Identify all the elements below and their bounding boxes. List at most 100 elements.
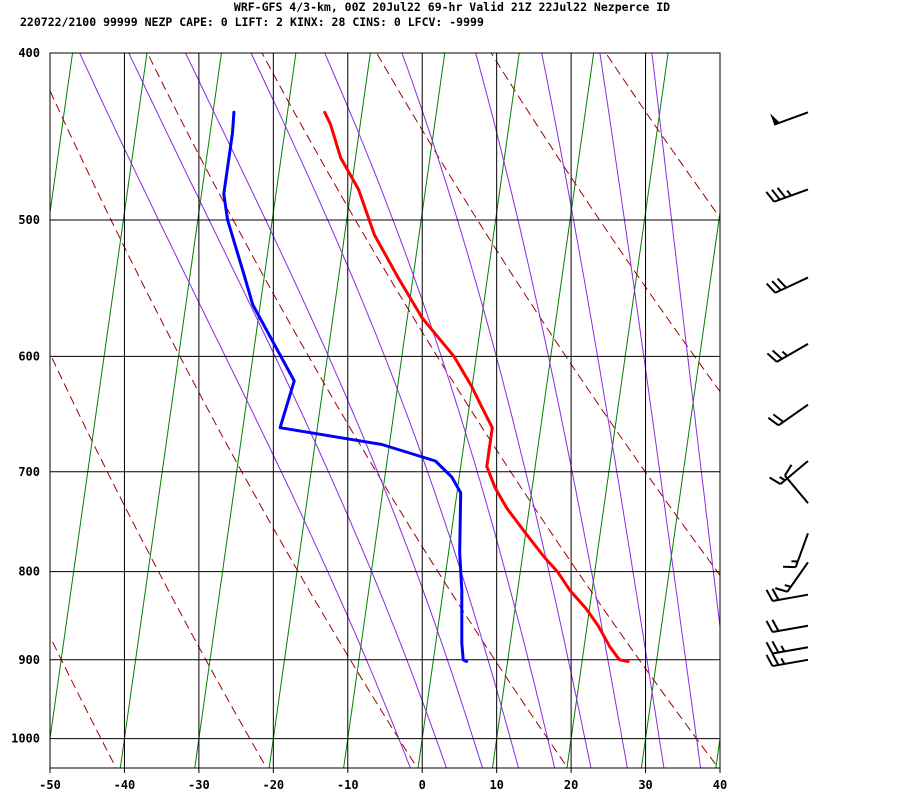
wind-barb	[765, 653, 809, 668]
wind-barb-feather	[765, 589, 774, 602]
wind-barb	[770, 111, 809, 126]
plot-frame	[49, 52, 721, 769]
x-tick-label: 0	[419, 778, 426, 792]
wind-barb	[783, 532, 809, 569]
wind-barb-feather	[772, 413, 785, 423]
isotherm-line	[50, 53, 148, 743]
wind-barb-feather	[771, 619, 780, 632]
moist-adiabat-line	[79, 53, 411, 768]
moist-adiabat-line	[184, 53, 484, 768]
wind-barb	[765, 640, 809, 655]
moist-adiabat-line	[128, 53, 447, 768]
wind-barb	[765, 619, 809, 634]
y-tick-label: 800	[18, 565, 40, 579]
isotherm-line	[194, 53, 297, 768]
isotherm-line	[0, 34, 1, 775]
wind-barb	[766, 342, 809, 363]
wind-barb-feather	[765, 641, 774, 654]
moist-adiabat-line	[401, 53, 592, 768]
moist-adiabat-line	[599, 53, 702, 768]
wind-barb-half-feather	[780, 645, 786, 652]
temperature-profile	[323, 110, 630, 663]
wind-barb-feather	[776, 277, 787, 289]
wind-barb-pennant	[770, 113, 780, 125]
y-tick-label: 600	[18, 349, 40, 363]
wind-barb-feather	[776, 187, 787, 199]
y-tick-label: 900	[18, 653, 40, 667]
wind-barb	[765, 187, 809, 203]
wind-barb-feather	[771, 349, 783, 360]
wind-barbs	[765, 111, 809, 668]
wind-barb-feather	[765, 654, 774, 667]
x-tick-label: -40	[114, 778, 136, 792]
wind-barb-feather	[765, 620, 774, 633]
y-tick-label: 400	[18, 46, 40, 60]
isotherm-line	[566, 53, 669, 768]
x-tick-label: 20	[564, 778, 578, 792]
wind-barb	[765, 588, 809, 602]
isotherm-line	[119, 53, 222, 768]
wind-barb-staff	[772, 658, 809, 668]
dry-adiabat-line	[490, 53, 720, 393]
wind-barb-staff	[772, 624, 809, 634]
wind-barb-feather	[765, 282, 777, 294]
isotherm-line	[343, 53, 446, 768]
wind-barb-half-feather	[780, 657, 786, 665]
wind-barb-feather	[769, 476, 781, 485]
x-tick-label: 40	[713, 778, 727, 792]
chart-subtitle: 220722/2100 99999 NEZP CAPE: 0 LIFT: 2 K…	[20, 15, 484, 29]
profiles	[222, 110, 630, 663]
chart-title: WRF-GFS 4/3-km, 00Z 20Jul22 69-hr Valid …	[234, 0, 670, 14]
wind-barb	[767, 403, 809, 427]
wind-barb-staff	[784, 474, 809, 504]
x-tick-label: 30	[638, 778, 652, 792]
dewpoint-profile	[222, 110, 469, 663]
wind-barb-feather	[767, 417, 780, 427]
wind-barb-feather	[784, 464, 793, 477]
dry-adiabat-line	[261, 53, 720, 768]
wind-barb-feather	[765, 191, 775, 203]
wind-barb	[774, 561, 809, 593]
x-tick-label: -50	[39, 778, 61, 792]
isotherm-line	[715, 735, 720, 768]
wind-barb-feather	[771, 280, 782, 291]
wind-barb-half-feather	[786, 190, 792, 197]
axis-ticks: 400 500 600 700 800 900 1000 -50 -40 -30 -20 -10 0 10…	[11, 46, 727, 792]
dry-adiabat-line	[50, 89, 418, 768]
wind-barb-feather	[771, 640, 780, 653]
y-tick-label: 700	[18, 465, 40, 479]
wind-barb-half-feather	[784, 584, 792, 588]
isotherm-line	[492, 53, 595, 768]
isotherm-line	[640, 208, 720, 768]
isotherm-line	[417, 53, 520, 768]
wind-barb	[769, 460, 809, 485]
dry-adiabat-line	[605, 53, 720, 219]
moist-adiabat-line	[651, 53, 720, 631]
x-tick-label: -10	[337, 778, 359, 792]
wind-barb-feather	[771, 588, 780, 601]
dry-adiabat-line	[821, 34, 900, 775]
x-tick-label: -30	[188, 778, 210, 792]
dry-adiabat-line	[719, 53, 720, 54]
wind-barb-staff	[773, 111, 809, 126]
isotherm-line	[50, 53, 74, 217]
x-tick-label: 10	[489, 778, 503, 792]
wind-barb-staff	[779, 460, 809, 485]
wind-barb-staff	[794, 532, 809, 568]
grid	[49, 52, 721, 768]
wind-barb-half-feather	[781, 350, 788, 357]
wind-barb-feather	[766, 352, 778, 363]
wind-barb-staff	[772, 593, 809, 602]
wind-barb-feather	[771, 653, 780, 666]
wind-barb-feather	[774, 587, 788, 593]
wind-barb-feather	[771, 189, 781, 201]
y-tick-label: 500	[18, 213, 40, 227]
y-tick-label: 1000	[11, 732, 40, 746]
background-lines	[0, 34, 900, 775]
wind-barb	[765, 276, 809, 294]
isotherm-line	[268, 53, 371, 768]
wind-barb	[784, 464, 809, 504]
wind-barb-half-feather	[779, 476, 786, 482]
x-tick-label: -20	[262, 778, 284, 792]
